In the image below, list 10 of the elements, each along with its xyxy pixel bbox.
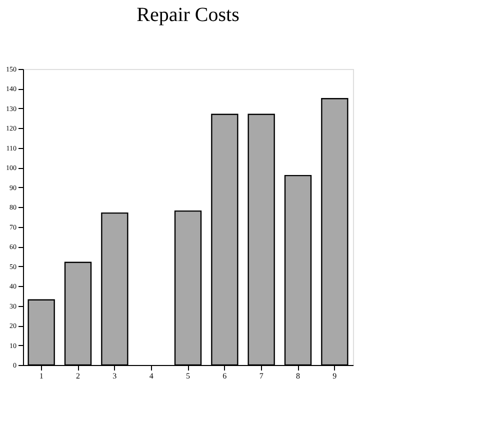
chart-title: Repair Costs [136, 4, 240, 26]
x-tick-label: 7 [259, 372, 264, 380]
x-tick-label: 6 [222, 372, 227, 380]
x-tick-label: 3 [112, 372, 117, 380]
x-tick-label: 9 [332, 372, 337, 380]
x-tick-label: 2 [76, 372, 80, 380]
x-tick-label: 4 [149, 372, 154, 380]
x-tick-label: 5 [186, 372, 190, 380]
x-tick-label: 1 [39, 372, 44, 380]
x-tick-label: 8 [296, 372, 300, 380]
